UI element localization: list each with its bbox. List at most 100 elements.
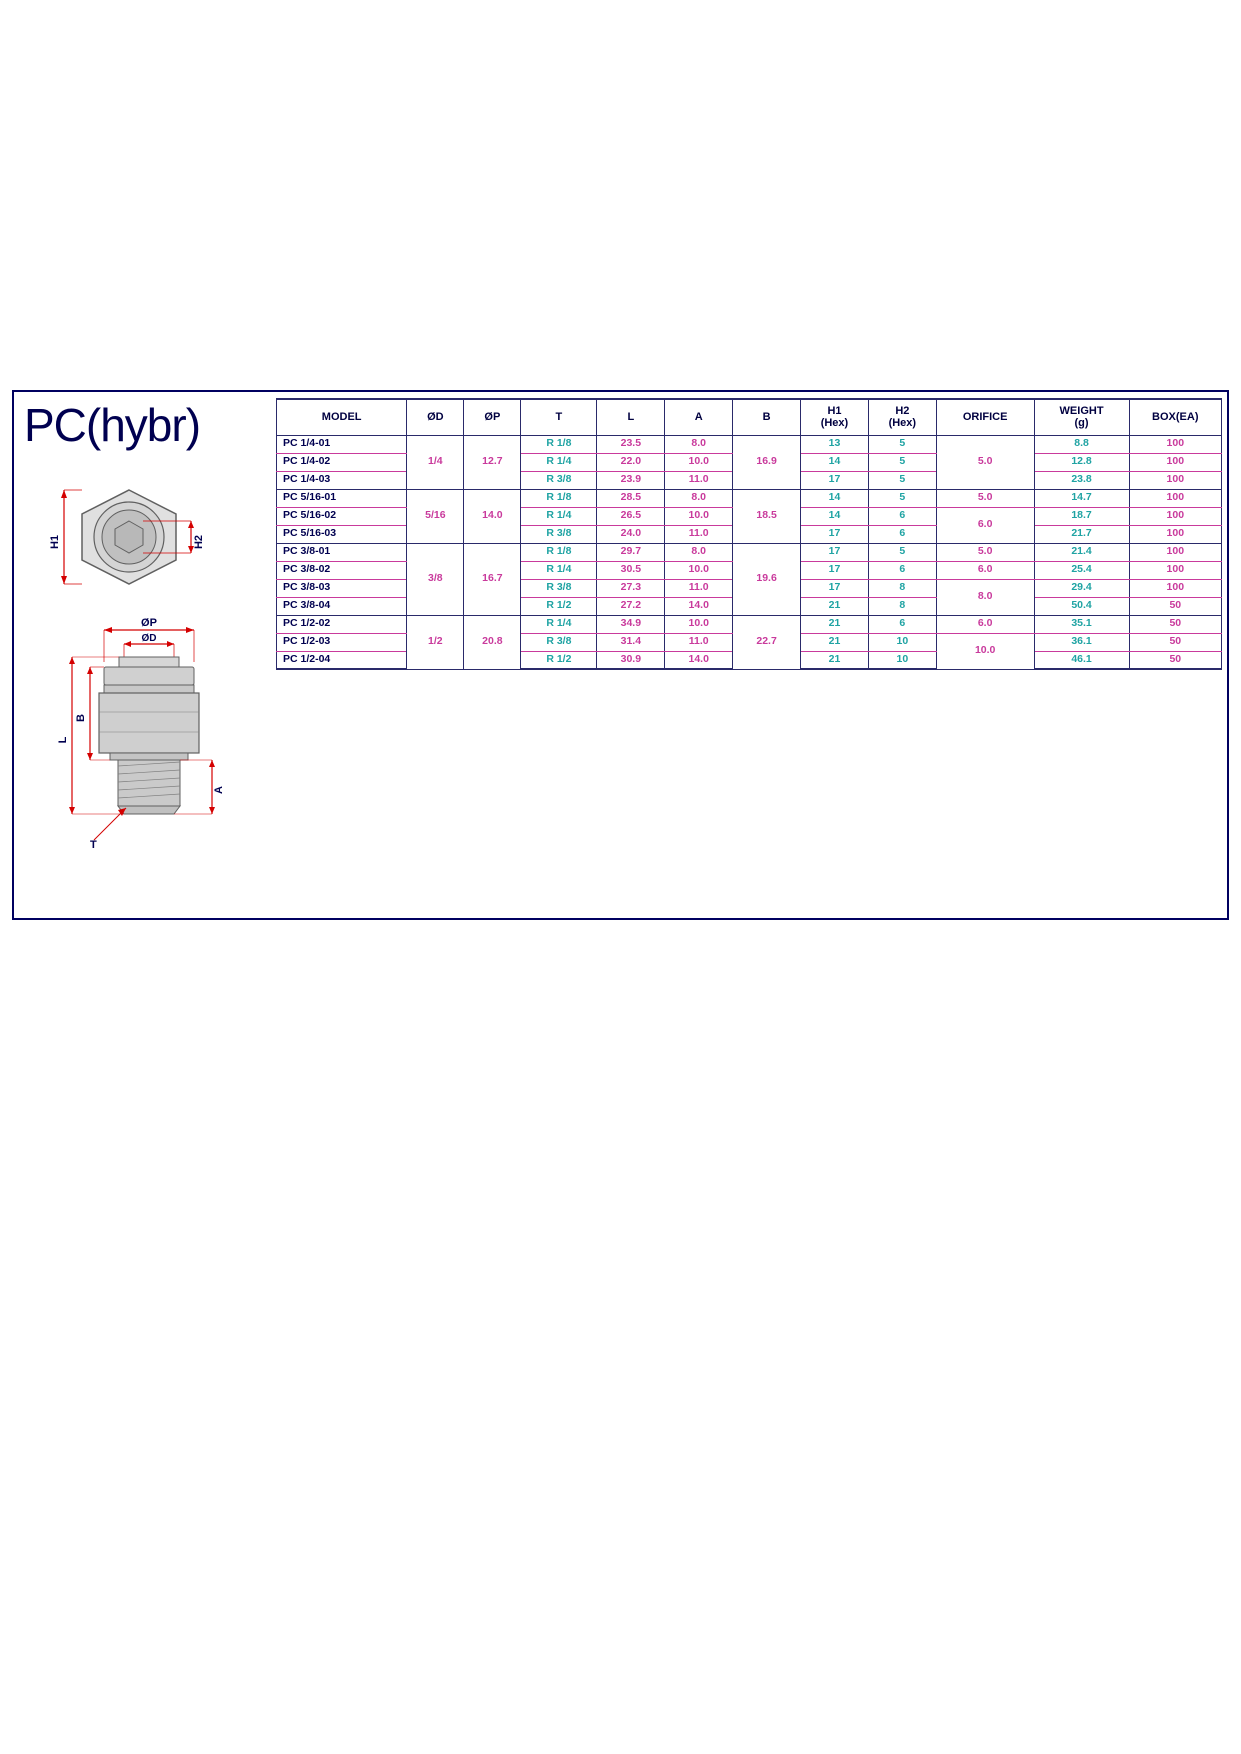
cell-h2: 5 xyxy=(868,489,936,507)
cell-h2: 6 xyxy=(868,507,936,525)
cell-a: 11.0 xyxy=(665,525,733,543)
cell-h1: 21 xyxy=(801,651,869,669)
cell-h1: 13 xyxy=(801,435,869,453)
cell-b: 16.9 xyxy=(733,435,801,489)
col-header-h2: H2(Hex) xyxy=(868,399,936,435)
cell-op: 12.7 xyxy=(464,435,521,489)
cell-a: 11.0 xyxy=(665,579,733,597)
cell-a: 10.0 xyxy=(665,453,733,471)
cell-box: 100 xyxy=(1129,453,1221,471)
dim-label-l: L xyxy=(57,736,69,743)
cell-t: R 3/8 xyxy=(521,471,597,489)
cell-weight: 35.1 xyxy=(1034,615,1129,633)
cell-a: 14.0 xyxy=(665,651,733,669)
diagram-top-view: H1 H2 xyxy=(44,472,214,597)
cell-orifice: 5.0 xyxy=(936,489,1034,507)
cell-orifice: 5.0 xyxy=(936,435,1034,489)
col-header-model: MODEL xyxy=(277,399,407,435)
cell-box: 100 xyxy=(1129,471,1221,489)
cell-l: 29.7 xyxy=(597,543,665,561)
cell-l: 30.9 xyxy=(597,651,665,669)
cell-weight: 8.8 xyxy=(1034,435,1129,453)
cell-h2: 8 xyxy=(868,597,936,615)
cell-a: 14.0 xyxy=(665,597,733,615)
cell-box: 100 xyxy=(1129,507,1221,525)
cell-t: R 1/4 xyxy=(521,561,597,579)
cell-b: 22.7 xyxy=(733,615,801,669)
cell-h2: 5 xyxy=(868,435,936,453)
cell-h2: 10 xyxy=(868,633,936,651)
cell-orifice: 8.0 xyxy=(936,579,1034,615)
cell-h1: 17 xyxy=(801,543,869,561)
col-header-l: L xyxy=(597,399,665,435)
cell-a: 8.0 xyxy=(665,543,733,561)
cell-l: 31.4 xyxy=(597,633,665,651)
cell-l: 23.9 xyxy=(597,471,665,489)
cell-od: 1/2 xyxy=(407,615,464,669)
cell-h2: 5 xyxy=(868,453,936,471)
col-header-orifice: ORIFICE xyxy=(936,399,1034,435)
cell-l: 30.5 xyxy=(597,561,665,579)
cell-h1: 21 xyxy=(801,597,869,615)
cell-b: 18.5 xyxy=(733,489,801,543)
cell-weight: 18.7 xyxy=(1034,507,1129,525)
cell-h1: 14 xyxy=(801,507,869,525)
cell-h1: 21 xyxy=(801,633,869,651)
cell-t: R 1/8 xyxy=(521,489,597,507)
cell-a: 10.0 xyxy=(665,615,733,633)
cell-orifice: 10.0 xyxy=(936,633,1034,669)
cell-box: 100 xyxy=(1129,561,1221,579)
cell-h1: 14 xyxy=(801,489,869,507)
table-row: PC 5/16-015/1614.0R 1/828.58.018.51455.0… xyxy=(277,489,1222,507)
cell-model: PC 1/2-03 xyxy=(277,633,407,651)
cell-box: 100 xyxy=(1129,525,1221,543)
cell-a: 11.0 xyxy=(665,471,733,489)
cell-op: 16.7 xyxy=(464,543,521,615)
cell-weight: 14.7 xyxy=(1034,489,1129,507)
cell-t: R 1/2 xyxy=(521,597,597,615)
cell-b: 19.6 xyxy=(733,543,801,615)
cell-od: 5/16 xyxy=(407,489,464,543)
cell-a: 10.0 xyxy=(665,561,733,579)
cell-box: 100 xyxy=(1129,543,1221,561)
cell-model: PC 1/2-04 xyxy=(277,651,407,669)
col-header-op: ØP xyxy=(464,399,521,435)
table-body: PC 1/4-011/412.7R 1/823.58.016.91355.08.… xyxy=(277,435,1222,669)
dim-label-a: A xyxy=(213,786,225,794)
cell-l: 26.5 xyxy=(597,507,665,525)
cell-box: 100 xyxy=(1129,435,1221,453)
cell-l: 23.5 xyxy=(597,435,665,453)
cell-orifice: 6.0 xyxy=(936,507,1034,543)
cell-weight: 21.7 xyxy=(1034,525,1129,543)
col-header-od: ØD xyxy=(407,399,464,435)
cell-od: 1/4 xyxy=(407,435,464,489)
cell-box: 50 xyxy=(1129,615,1221,633)
cell-h1: 14 xyxy=(801,453,869,471)
col-header-box: BOX(EA) xyxy=(1129,399,1221,435)
cell-l: 27.3 xyxy=(597,579,665,597)
cell-model: PC 1/4-02 xyxy=(277,453,407,471)
cell-t: R 1/8 xyxy=(521,543,597,561)
cell-model: PC 5/16-03 xyxy=(277,525,407,543)
cell-box: 100 xyxy=(1129,489,1221,507)
cell-orifice: 6.0 xyxy=(936,561,1034,579)
cell-a: 11.0 xyxy=(665,633,733,651)
table-header-row: MODEL ØD ØP T L A B H1(Hex) H2(Hex) ORIF… xyxy=(277,399,1222,435)
cell-h1: 17 xyxy=(801,579,869,597)
cell-h1: 17 xyxy=(801,561,869,579)
cell-weight: 46.1 xyxy=(1034,651,1129,669)
cell-op: 14.0 xyxy=(464,489,521,543)
dim-label-op: ØP xyxy=(141,617,157,629)
col-header-a: A xyxy=(665,399,733,435)
cell-model: PC 3/8-02 xyxy=(277,561,407,579)
dim-label-h2: H2 xyxy=(193,535,205,549)
col-header-b: B xyxy=(733,399,801,435)
cell-a: 8.0 xyxy=(665,489,733,507)
diagram-side-view: ØP ØD xyxy=(44,612,244,872)
cell-box: 50 xyxy=(1129,651,1221,669)
cell-t: R 3/8 xyxy=(521,579,597,597)
cell-h1: 21 xyxy=(801,615,869,633)
cell-h2: 5 xyxy=(868,471,936,489)
spec-table-wrap: MODEL ØD ØP T L A B H1(Hex) H2(Hex) ORIF… xyxy=(276,398,1222,670)
dim-label-od: ØD xyxy=(142,633,157,644)
